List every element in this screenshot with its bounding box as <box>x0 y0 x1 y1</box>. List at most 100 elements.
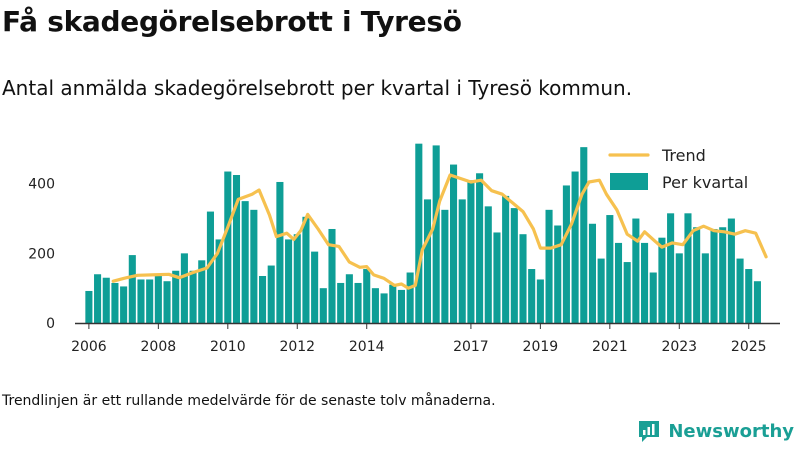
bar-per-kvartal <box>111 282 119 323</box>
bar-per-kvartal <box>241 201 249 323</box>
bar-per-kvartal <box>415 143 423 323</box>
bar-per-kvartal <box>632 218 640 323</box>
bar-per-kvartal <box>693 227 701 323</box>
bar-per-kvartal <box>363 269 371 323</box>
bar-per-kvartal <box>250 209 258 323</box>
bar-per-kvartal <box>345 274 353 323</box>
bar-per-kvartal <box>354 282 362 323</box>
bar-per-kvartal <box>641 242 649 323</box>
bar-per-kvartal <box>389 284 397 323</box>
bar-per-kvartal <box>528 269 536 323</box>
bar-per-kvartal <box>311 251 319 323</box>
bar-per-kvartal <box>128 255 136 323</box>
bar-per-kvartal <box>476 173 484 323</box>
bar-per-kvartal <box>606 215 614 323</box>
x-tick-label: 2019 <box>523 339 559 355</box>
bar-per-kvartal <box>597 258 605 323</box>
bar-per-kvartal <box>493 232 501 323</box>
trend-line <box>111 173 768 290</box>
chart-area: 0 200 400 2006 2008 2010 2012 2014 2017 2019 2021 2… <box>28 143 780 355</box>
bar-per-kvartal <box>397 289 405 323</box>
legend-trend-label: Trend <box>661 146 706 165</box>
newsworthy-logo-icon <box>639 421 660 442</box>
x-tick-label: 2014 <box>349 339 385 355</box>
bar-per-kvartal <box>302 216 310 323</box>
bar-per-kvartal <box>258 275 267 323</box>
bar-per-kvartal <box>319 288 327 323</box>
chart-subtitle: Antal anmälda skadegörelsebrott per kvar… <box>2 76 633 100</box>
bar-per-kvartal <box>120 286 128 323</box>
bar-per-kvartal <box>701 253 709 323</box>
bar-per-kvartal <box>623 262 631 323</box>
legend-bar-label: Per kvartal <box>662 173 748 192</box>
bar-per-kvartal <box>753 281 761 323</box>
x-tick-label: 2006 <box>71 339 107 355</box>
bar-per-kvartal <box>441 209 449 323</box>
bar-per-kvartal <box>649 272 657 323</box>
bar-per-kvartal <box>510 208 518 323</box>
bar-per-kvartal <box>727 218 735 323</box>
bar-per-kvartal <box>675 253 683 323</box>
bar-per-kvartal <box>588 223 597 323</box>
bar-per-kvartal <box>293 234 301 323</box>
x-tick-label: 2021 <box>592 339 628 355</box>
page-title: Få skadegörelsebrott i Tyresö <box>2 5 462 38</box>
bar-per-kvartal <box>554 225 562 323</box>
brand-logo: Newsworthy <box>636 418 794 444</box>
bar-per-kvartal <box>658 237 666 323</box>
bar-per-kvartal <box>432 145 440 323</box>
x-tick-label: 2012 <box>279 339 315 355</box>
bar-per-kvartal <box>337 282 345 323</box>
bar-per-kvartal <box>614 242 623 323</box>
x-tick-label: 2010 <box>210 339 246 355</box>
bar-per-kvartal <box>450 164 458 323</box>
bar-per-kvartal <box>163 281 171 323</box>
bar-per-kvartal <box>484 206 492 323</box>
bar-per-kvartal <box>423 199 432 323</box>
bar-per-kvartal <box>519 234 527 323</box>
y-tick-label: 400 <box>28 177 55 193</box>
bar-per-kvartal <box>580 147 588 323</box>
bar-per-kvartal <box>102 277 110 323</box>
bar-per-kvartal <box>502 195 510 323</box>
bar-per-kvartal <box>137 279 145 323</box>
bar-per-kvartal <box>154 274 162 323</box>
x-tick-label: 2023 <box>661 339 697 355</box>
bar-per-kvartal <box>189 270 197 323</box>
x-tick-label: 2008 <box>141 339 177 355</box>
y-tick-label: 200 <box>28 246 55 262</box>
bar-per-kvartal <box>94 274 102 323</box>
bar-per-kvartal <box>536 279 544 323</box>
bar-per-kvartal <box>180 253 188 323</box>
bar-per-kvartal <box>198 260 206 323</box>
bar-per-kvartal <box>736 258 744 323</box>
bar-per-kvartal <box>571 171 579 323</box>
bar-per-kvartal <box>206 211 214 323</box>
bar-per-kvartal <box>458 199 466 323</box>
y-tick-label: 0 <box>46 316 55 332</box>
bar-per-kvartal <box>745 269 753 323</box>
bar-per-kvartal <box>85 290 93 323</box>
bar-per-kvartal <box>467 180 475 323</box>
x-tick-label: 2017 <box>453 339 489 355</box>
brand-name: Newsworthy <box>668 420 794 442</box>
bar-per-kvartal <box>172 270 180 323</box>
bar-per-kvartal <box>710 228 718 323</box>
bar-per-kvartal <box>684 213 692 323</box>
bar-per-kvartal <box>267 265 275 323</box>
bar-per-kvartal <box>371 288 379 323</box>
bar-per-kvartal <box>146 279 154 323</box>
x-tick-label: 2025 <box>731 339 767 355</box>
bar-per-kvartal <box>328 228 336 323</box>
trend-note: Trendlinjen är ett rullande medelvärde f… <box>2 393 496 409</box>
bar-per-kvartal <box>719 227 727 323</box>
bar-per-kvartal <box>562 185 570 323</box>
bar-per-kvartal <box>224 171 232 323</box>
bar-per-kvartal <box>215 239 223 323</box>
legend-bar-swatch <box>610 173 648 190</box>
bar-per-kvartal <box>406 272 414 323</box>
bar-per-kvartal <box>545 209 553 323</box>
bar-per-kvartal <box>380 293 388 323</box>
bar-per-kvartal <box>285 239 293 323</box>
bar-per-kvartal <box>667 213 675 323</box>
